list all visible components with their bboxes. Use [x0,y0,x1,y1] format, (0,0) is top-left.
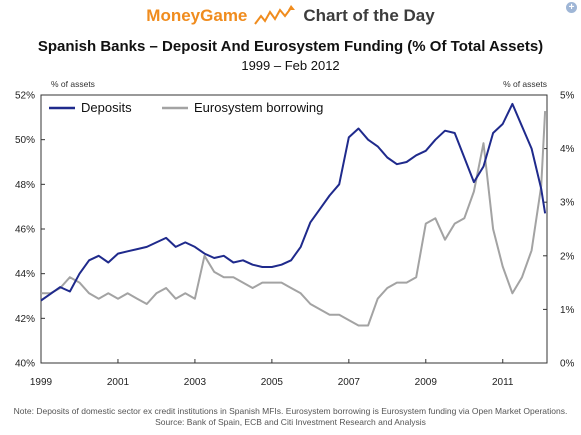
left-tick-label: 42% [15,314,35,325]
brand-name: MoneyGame [146,6,248,25]
left-tick-label: 46% [15,225,35,236]
left-tick-label: 50% [15,135,35,146]
series-line-deposits [40,102,547,302]
x-tick-label: 1999 [30,377,53,388]
right-tick-label: 3% [560,198,575,209]
legend-label-eurosystem-borrowing: Eurosystem borrowing [194,100,323,115]
banner: MoneyGame Chart of the Day [0,0,581,32]
left-tick-label: 52% [15,91,35,102]
right-tick-label: 0% [560,359,575,370]
x-tick-label: 2005 [261,377,284,388]
plus-icon[interactable]: + [566,2,577,13]
x-tick-label: 2011 [492,377,514,388]
plot-frame [40,94,548,364]
right-tick-label: 5% [560,91,575,102]
chart-title: Spanish Banks – Deposit And Eurosystem F… [37,38,544,55]
right-tick-label: 4% [560,144,575,155]
legend-label-deposits: Deposits [81,100,132,115]
x-tick-label: 2007 [338,377,361,388]
left-tick-label: 40% [15,359,35,370]
chart-subtitle: 1999 – Feb 2012 [241,58,340,73]
trend-arrow-icon [254,5,296,25]
left-tick-label: 44% [15,269,35,280]
chart: % of assets % of assets 40% 42% 44% 46% 48% 50%… [15,79,575,388]
x-tick-label: 2009 [415,377,438,388]
left-axis-unit-label: % of assets [51,79,95,89]
footnote-source: Source: Bank of Spain, ECB and Citi Inve… [155,417,426,427]
footnote: Note: Deposits of domestic sector ex cre… [0,406,581,428]
x-tick-label: 2001 [107,377,130,388]
right-axis-unit-label: % of assets [503,79,547,89]
footnote-note: Note: Deposits of domestic sector ex cre… [13,406,568,416]
right-tick-label: 2% [560,251,575,262]
left-tick-label: 48% [15,180,35,191]
chart-of-the-day-label: Chart of the Day [303,6,435,25]
right-tick-label: 1% [560,305,575,316]
series-line-eurosystem-borrowing [41,111,547,327]
x-tick-label: 2003 [184,377,207,388]
